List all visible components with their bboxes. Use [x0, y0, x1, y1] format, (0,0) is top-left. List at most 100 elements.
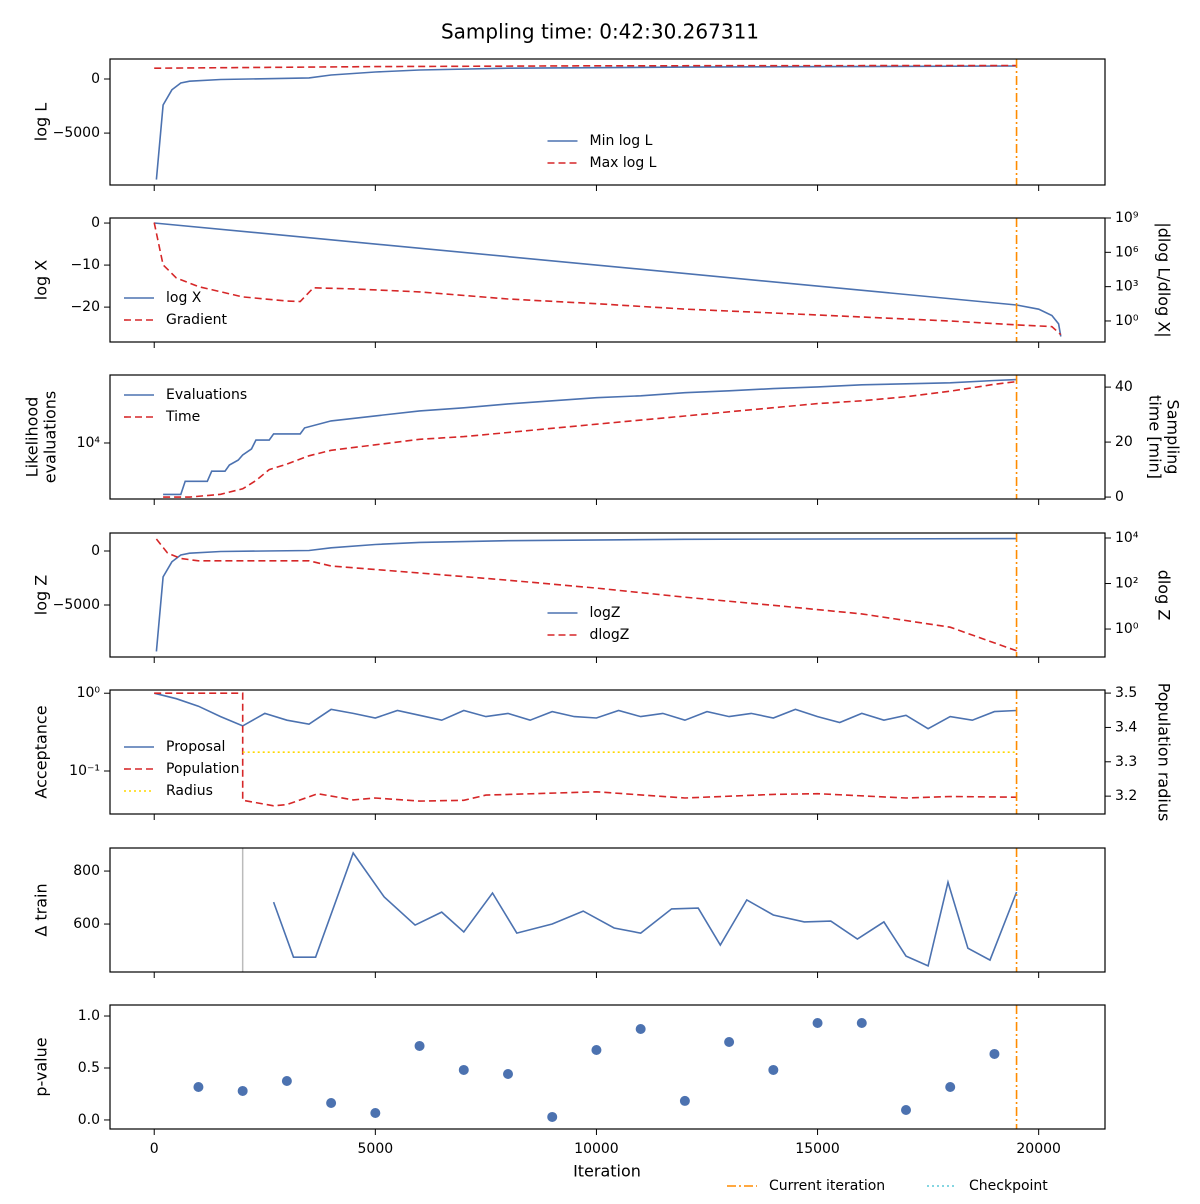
- point: [989, 1048, 1000, 1059]
- series-line: [153, 222, 1062, 336]
- y2-axis-label: dlog Z: [1155, 570, 1174, 621]
- point: [414, 1040, 425, 1051]
- y-tick-label: −10: [70, 257, 100, 273]
- point: [326, 1098, 337, 1109]
- y-tick-label: 10²: [1115, 576, 1138, 592]
- y-tick-label: 0.0: [78, 1112, 100, 1128]
- y-tick-label: 0.5: [78, 1060, 100, 1076]
- y-tick-label: 3.3: [1115, 754, 1137, 770]
- point: [503, 1069, 513, 1080]
- point: [370, 1107, 381, 1118]
- series-line: [155, 538, 1017, 652]
- point: [591, 1045, 602, 1056]
- legend-label: Evaluations: [166, 387, 247, 403]
- axes-frame: [109, 532, 1106, 658]
- y-tick-label: 3.5: [1115, 685, 1137, 701]
- axes-frame: [109, 58, 1106, 186]
- y-axis-label: Likelihood: [23, 397, 42, 478]
- y-tick-label: 10⁰: [1115, 313, 1139, 329]
- y-axis-label: log X: [32, 260, 51, 300]
- legend-label: Population: [166, 761, 240, 777]
- series-line: [155, 537, 1017, 652]
- x-tick-label: 0: [150, 1141, 159, 1157]
- y2-axis-label: Sampling: [1164, 400, 1183, 475]
- y-axis-label: evaluations: [41, 391, 60, 484]
- y-tick-label: −5000: [53, 125, 100, 141]
- series-line: [155, 65, 1017, 180]
- y-tick-label: −20: [70, 299, 100, 315]
- legend-label: Proposal: [166, 739, 225, 755]
- point: [945, 1082, 956, 1093]
- point: [458, 1064, 469, 1075]
- axes-frame: [109, 217, 1106, 343]
- y-axis-label: log Z: [32, 575, 51, 615]
- series-line: [154, 692, 1017, 730]
- point: [724, 1037, 735, 1048]
- y-tick-label: 0: [91, 71, 100, 87]
- series-line: [154, 222, 1062, 337]
- legend-label: logZ: [590, 605, 621, 621]
- legend-label: Min log L: [590, 133, 653, 149]
- x-tick-label: 10000: [574, 1141, 619, 1157]
- y-tick-label: 10⁴: [77, 435, 101, 451]
- point: [281, 1075, 292, 1086]
- y-tick-label: 3.4: [1115, 719, 1137, 735]
- point: [679, 1095, 690, 1106]
- x-tick-label: 5000: [358, 1141, 394, 1157]
- y2-axis-label: |dlog L/dlog X|: [1155, 222, 1174, 337]
- legend-label: Current iteration: [769, 1178, 885, 1194]
- legend-label: log X: [166, 290, 202, 306]
- point: [768, 1064, 779, 1075]
- point: [237, 1085, 248, 1096]
- legend-label: Time: [165, 409, 200, 425]
- legend-label: Checkpoint: [969, 1178, 1048, 1194]
- y-tick-label: 600: [73, 916, 100, 932]
- series-line: [163, 378, 1017, 496]
- y-tick-label: 10⁰: [77, 685, 101, 701]
- point: [547, 1111, 558, 1122]
- y-tick-label: 10⁶: [1115, 244, 1139, 260]
- y2-axis-label: time [min]: [1146, 395, 1165, 479]
- point: [193, 1082, 204, 1093]
- y-tick-label: −5000: [53, 597, 100, 613]
- series-line: [154, 64, 1017, 69]
- y-axis-label: Acceptance: [32, 705, 51, 798]
- y-tick-label: 0: [1115, 489, 1124, 505]
- series-line: [272, 851, 1018, 968]
- y-axis-label: p-value: [32, 1037, 51, 1096]
- y-tick-label: 0: [91, 215, 100, 231]
- y-tick-label: 20: [1115, 434, 1133, 450]
- y-tick-label: 10⁹: [1115, 210, 1139, 226]
- legend-label: Gradient: [166, 312, 227, 328]
- y-tick-label: 10³: [1115, 279, 1138, 295]
- axes-frame: [109, 689, 1106, 815]
- y-tick-label: 800: [73, 863, 100, 879]
- y-tick-label: 0: [91, 543, 100, 559]
- series-line: [154, 692, 1017, 807]
- legend-label: Max log L: [590, 155, 657, 171]
- y-tick-label: 40: [1115, 379, 1133, 395]
- figure-title: Sampling time: 0:42:30.267311: [441, 20, 759, 44]
- y-tick-label: 3.2: [1115, 788, 1137, 804]
- point: [812, 1017, 823, 1028]
- legend-label: Radius: [166, 783, 213, 799]
- point: [901, 1104, 911, 1115]
- series-line: [163, 380, 1017, 498]
- point: [635, 1024, 646, 1035]
- x-tick-label: 15000: [795, 1141, 840, 1157]
- x-tick-label: 20000: [1016, 1141, 1061, 1157]
- axes-frame: [109, 1004, 1106, 1130]
- axes-frame: [109, 374, 1106, 500]
- y-tick-label: 10⁻¹: [69, 763, 100, 779]
- point: [856, 1017, 867, 1028]
- y-tick-label: 10⁰: [1115, 621, 1139, 637]
- x-axis-label: Iteration: [573, 1162, 641, 1181]
- y-tick-label: 1.0: [78, 1008, 100, 1024]
- y-tick-label: 10⁴: [1115, 530, 1139, 546]
- y2-axis-label: Population radius: [1155, 683, 1174, 822]
- y-axis-label: Δ train: [32, 883, 51, 936]
- axes-frame: [109, 847, 1106, 973]
- y-axis-label: log L: [32, 103, 51, 141]
